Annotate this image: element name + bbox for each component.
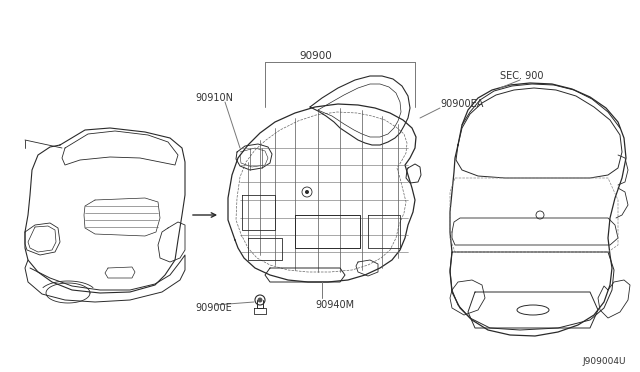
Circle shape bbox=[305, 190, 309, 194]
Text: 90900: 90900 bbox=[300, 51, 332, 61]
Text: 90940M: 90940M bbox=[315, 300, 354, 310]
Text: 90900E: 90900E bbox=[195, 303, 232, 313]
Text: 90900EA: 90900EA bbox=[440, 99, 483, 109]
Text: 90910N: 90910N bbox=[195, 93, 233, 103]
Text: J909004U: J909004U bbox=[582, 357, 625, 366]
Circle shape bbox=[257, 298, 262, 302]
Text: SEC. 900: SEC. 900 bbox=[500, 71, 543, 81]
